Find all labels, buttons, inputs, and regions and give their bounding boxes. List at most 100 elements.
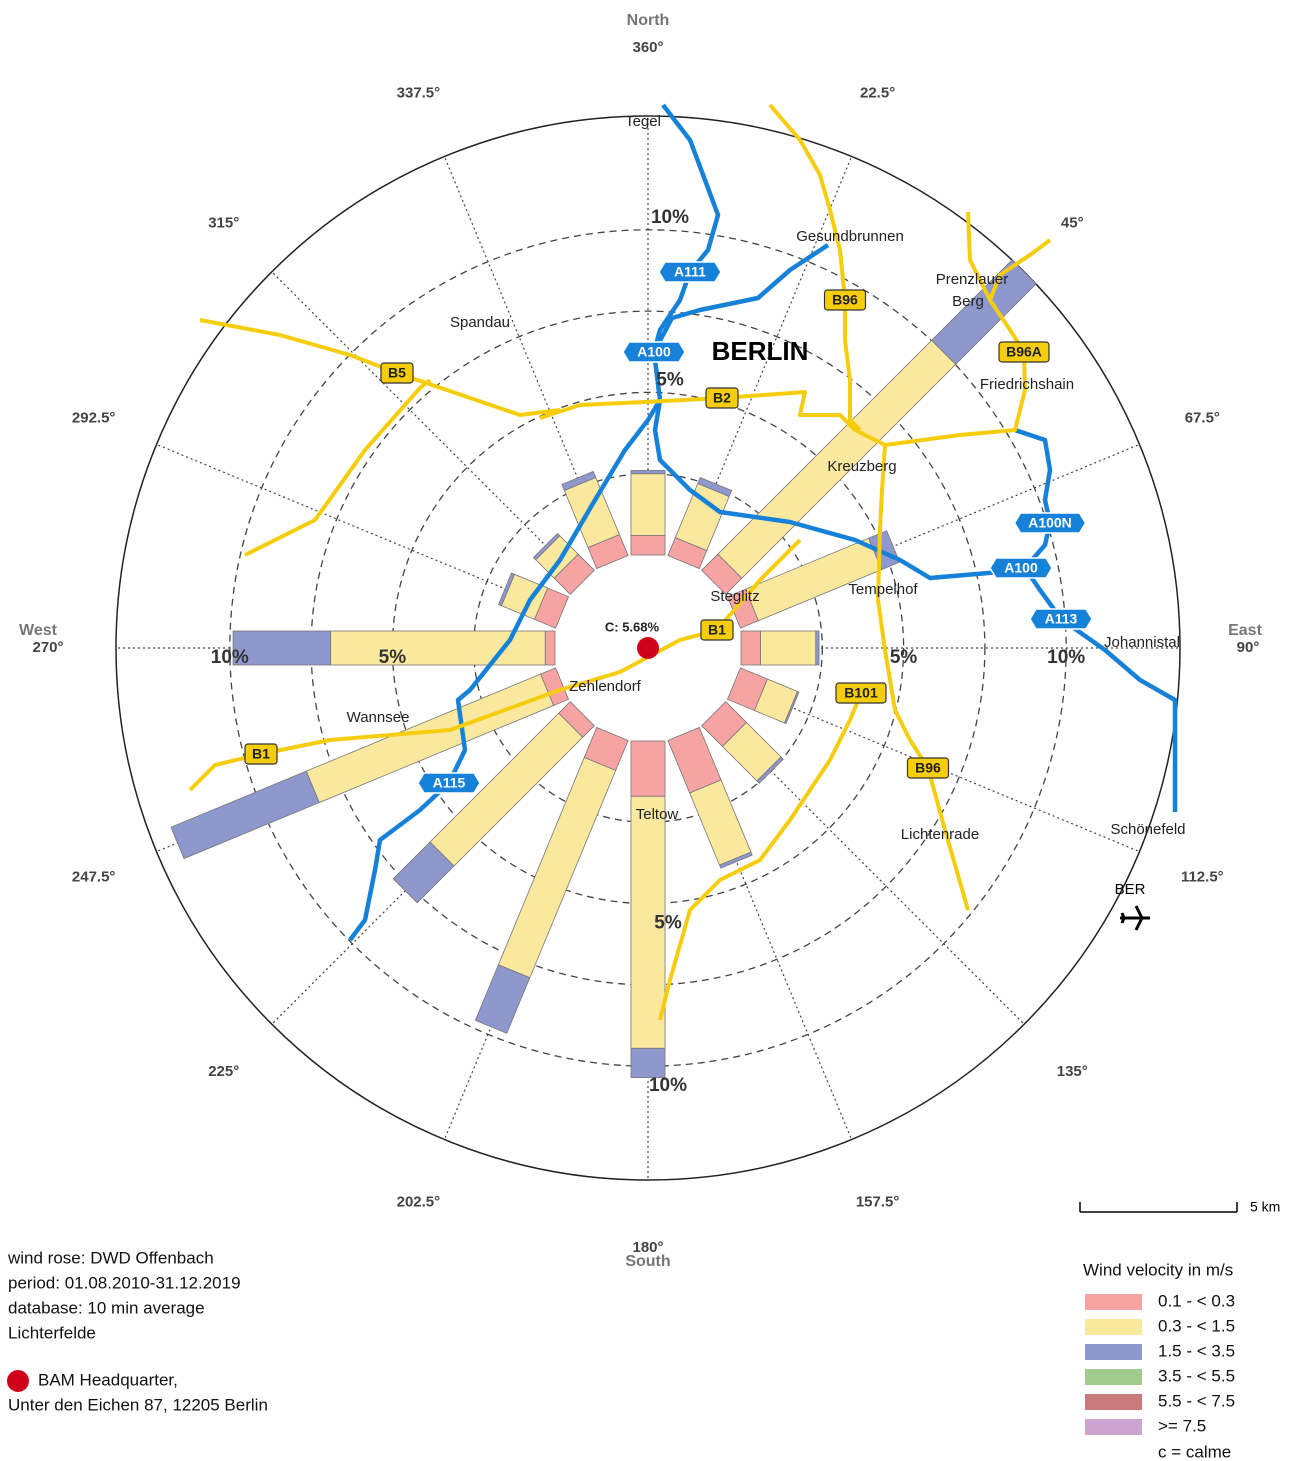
bar-segment: [719, 851, 753, 869]
road: [876, 444, 970, 911]
road-label: B96: [915, 760, 941, 776]
direction-label: 180°: [632, 1239, 663, 1256]
place-label: Prenzlauer: [936, 271, 1009, 288]
legend-swatch: [1085, 1294, 1142, 1310]
bar-segment: [756, 756, 784, 784]
note: wind rose: DWD Offenbach: [7, 1248, 214, 1267]
road-shield: [700, 619, 734, 641]
r-tick-label: 5%: [890, 647, 918, 668]
road-label: B2: [713, 390, 731, 406]
place-label: Spandau: [450, 314, 510, 331]
cardinal-label: North: [627, 12, 670, 29]
place-label: Steglitz: [710, 588, 759, 605]
place-label: Johannistal: [1104, 634, 1180, 651]
place-label: Tegel: [625, 113, 661, 130]
road-shield: [835, 682, 887, 704]
bar-segment: [697, 476, 733, 498]
bar-segment: [232, 630, 332, 666]
road: [539, 390, 886, 447]
road-shield: [1029, 608, 1093, 630]
road-label: B1: [708, 622, 726, 638]
direction-label: 337.5°: [397, 85, 441, 102]
legend-swatch: [1085, 1344, 1142, 1360]
road-shield: [989, 557, 1053, 579]
bars: [170, 259, 1037, 1078]
r-tick-label: 5%: [379, 647, 407, 668]
bar-segment: [532, 532, 561, 561]
legend-label: >= 7.5: [1158, 1416, 1206, 1435]
r-tick-label: 10%: [1047, 647, 1085, 668]
bar-segment: [868, 530, 901, 571]
road-label: B5: [388, 365, 406, 381]
road: [244, 378, 432, 557]
spoke: [733, 683, 1140, 853]
direction-label: 67.5°: [1185, 409, 1220, 426]
outer-circle: [115, 115, 1181, 1181]
place-label: Teltow: [636, 806, 679, 823]
road-label: A100N: [1028, 515, 1072, 531]
spoke: [271, 713, 583, 1025]
place-label: Kreuzberg: [827, 458, 896, 475]
direction-label: 315°: [208, 215, 239, 232]
road-shield: [417, 772, 481, 794]
legend-label: 5.5 - < 7.5: [1158, 1391, 1235, 1410]
road-shield: [622, 341, 686, 363]
r-tick-label: 10%: [211, 647, 249, 668]
road: [651, 351, 1026, 581]
legend-label: 0.1 - < 0.3: [1158, 1291, 1235, 1310]
legend-swatch: [1085, 1394, 1142, 1410]
road: [199, 318, 561, 417]
bar-segment: [630, 740, 666, 797]
road-label: A100: [637, 344, 671, 360]
cardinal-label: South: [625, 1253, 670, 1270]
calm-label: C: 5.68%: [605, 619, 660, 634]
road-label: A100: [1004, 560, 1038, 576]
direction-label: 112.5°: [1181, 869, 1224, 886]
spoke: [156, 443, 563, 613]
bar-segment: [497, 572, 516, 607]
road-label: B96A: [1006, 344, 1042, 360]
bar-segment: [474, 964, 531, 1034]
road: [658, 692, 863, 1021]
bar-segment: [760, 630, 817, 666]
road-shield: [705, 387, 739, 409]
road: [884, 238, 1052, 447]
direction-label: 270°: [32, 639, 63, 656]
marker-label: Unter den Eichen 87, 12205 Berlin: [8, 1395, 268, 1414]
direction-label: 360°: [632, 39, 663, 56]
r-tick-label: 10%: [651, 207, 689, 228]
spoke: [443, 156, 613, 563]
bar-segment: [630, 473, 666, 536]
spoke: [733, 443, 1140, 613]
direction-label: 157.5°: [856, 1193, 900, 1210]
note: period: 01.08.2010-31.12.2019: [8, 1273, 241, 1292]
road: [652, 243, 830, 354]
cardinal-label: West: [19, 622, 58, 639]
direction-label: 247.5°: [72, 869, 116, 886]
note: Lichterfelde: [8, 1323, 96, 1342]
bar-segment: [630, 470, 666, 475]
spoke: [683, 156, 853, 563]
legend-marker: [7, 1370, 29, 1392]
r-tick-label: 10%: [649, 1075, 687, 1096]
place-label: Schönefeld: [1110, 821, 1185, 838]
bar-segment: [630, 535, 666, 556]
labels: 360° 22.5° 45° 67.5° 90° 112.5° 135° 157.5° 180°…: [19, 12, 1263, 1270]
spoke: [443, 733, 613, 1140]
r-tick-label: 5%: [654, 913, 682, 934]
road-shield: [658, 261, 722, 283]
bar-segment: [931, 259, 1037, 365]
road-shield: [998, 341, 1050, 363]
legend-swatch: [1085, 1319, 1142, 1335]
map-title: BERLIN: [712, 336, 809, 366]
airport-icon: [1120, 905, 1150, 931]
legend-label: 1.5 - < 3.5: [1158, 1341, 1235, 1360]
road-label: A115: [433, 775, 466, 791]
legend-note: c = calme: [1158, 1442, 1231, 1461]
bar-segment: [740, 630, 761, 666]
road-shield: [244, 743, 278, 765]
place-label: Wannsee: [347, 709, 410, 726]
bar-segment: [689, 779, 752, 866]
